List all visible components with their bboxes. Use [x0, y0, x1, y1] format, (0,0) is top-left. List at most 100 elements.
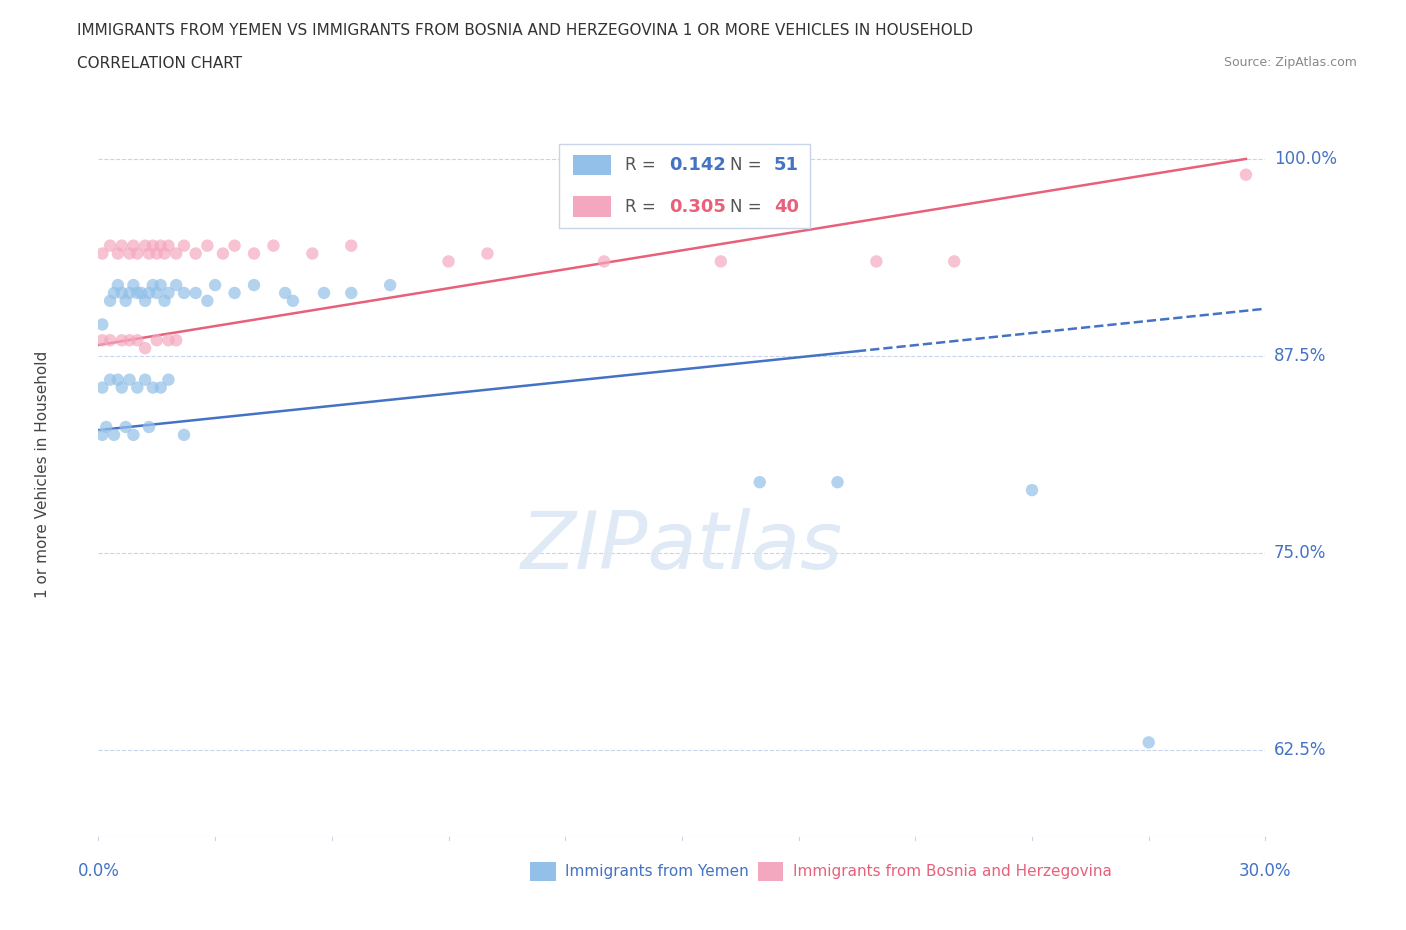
Point	[138, 246, 160, 261]
Point	[91, 380, 114, 395]
Point	[107, 246, 129, 261]
Point	[195, 238, 218, 253]
Point	[91, 317, 114, 332]
Point	[262, 238, 284, 253]
Point	[138, 286, 160, 300]
Point	[827, 474, 849, 489]
Point	[122, 278, 145, 293]
Text: 0.142: 0.142	[669, 156, 725, 174]
Point	[184, 246, 207, 261]
Point	[380, 278, 402, 293]
Text: Source: ZipAtlas.com: Source: ZipAtlas.com	[1223, 56, 1357, 69]
Point	[134, 340, 156, 355]
Text: 62.5%: 62.5%	[1274, 741, 1326, 759]
Point	[98, 372, 121, 387]
Text: R =: R =	[624, 156, 661, 174]
Point	[122, 238, 145, 253]
Point	[173, 286, 195, 300]
Point	[748, 474, 770, 489]
Text: 40: 40	[775, 198, 799, 216]
Point	[118, 333, 141, 348]
Point	[195, 293, 218, 308]
Point	[1234, 167, 1257, 182]
Point	[134, 372, 156, 387]
Point	[91, 333, 114, 348]
Point	[243, 278, 266, 293]
Point	[1137, 735, 1160, 750]
Point	[173, 238, 195, 253]
Point	[142, 238, 165, 253]
Point	[98, 293, 121, 308]
Point	[340, 286, 363, 300]
Bar	[574, 155, 610, 176]
Text: 51: 51	[775, 156, 799, 174]
Point	[98, 333, 121, 348]
Point	[91, 428, 114, 443]
Point	[134, 238, 156, 253]
Point	[165, 333, 187, 348]
Point	[98, 238, 121, 253]
Point	[129, 286, 152, 300]
Text: R =: R =	[624, 198, 661, 216]
Text: Immigrants from Yemen: Immigrants from Yemen	[565, 864, 749, 879]
Point	[593, 254, 616, 269]
Point	[114, 293, 136, 308]
Point	[127, 333, 149, 348]
Text: 100.0%: 100.0%	[1274, 150, 1337, 168]
Point	[111, 286, 134, 300]
Point	[157, 333, 180, 348]
Point	[437, 254, 460, 269]
Bar	[530, 862, 555, 881]
Text: 0.0%: 0.0%	[77, 862, 120, 880]
Point	[107, 372, 129, 387]
Point	[146, 333, 169, 348]
Bar	[574, 196, 610, 217]
Text: 87.5%: 87.5%	[1274, 347, 1326, 365]
Point	[274, 286, 297, 300]
Point	[157, 286, 180, 300]
Point	[103, 286, 125, 300]
Text: 1 or more Vehicles in Household: 1 or more Vehicles in Household	[35, 351, 49, 598]
Text: Immigrants from Bosnia and Herzegovina: Immigrants from Bosnia and Herzegovina	[793, 864, 1112, 879]
Point	[173, 428, 195, 443]
Point	[153, 246, 176, 261]
Point	[142, 380, 165, 395]
Point	[111, 238, 134, 253]
Point	[127, 286, 149, 300]
Point	[149, 380, 172, 395]
Point	[1021, 483, 1043, 498]
Text: 0.305: 0.305	[669, 198, 725, 216]
Point	[111, 380, 134, 395]
Point	[142, 278, 165, 293]
Point	[114, 419, 136, 434]
Point	[96, 419, 118, 434]
Point	[149, 278, 172, 293]
Text: CORRELATION CHART: CORRELATION CHART	[77, 56, 242, 71]
Text: 30.0%: 30.0%	[1239, 862, 1292, 880]
Point	[224, 286, 246, 300]
Point	[138, 419, 160, 434]
Point	[127, 380, 149, 395]
Point	[224, 238, 246, 253]
Point	[312, 286, 335, 300]
Text: 75.0%: 75.0%	[1274, 544, 1326, 562]
Point	[301, 246, 323, 261]
Point	[243, 246, 266, 261]
Point	[122, 428, 145, 443]
Point	[146, 246, 169, 261]
Point	[149, 238, 172, 253]
Point	[165, 278, 187, 293]
Point	[865, 254, 887, 269]
Point	[103, 428, 125, 443]
FancyBboxPatch shape	[560, 144, 810, 228]
Point	[710, 254, 733, 269]
Point	[204, 278, 226, 293]
Point	[127, 246, 149, 261]
Point	[943, 254, 966, 269]
Point	[111, 333, 134, 348]
Text: N =: N =	[730, 156, 766, 174]
Point	[134, 293, 156, 308]
Point	[477, 246, 499, 261]
Point	[184, 286, 207, 300]
Text: N =: N =	[730, 198, 766, 216]
